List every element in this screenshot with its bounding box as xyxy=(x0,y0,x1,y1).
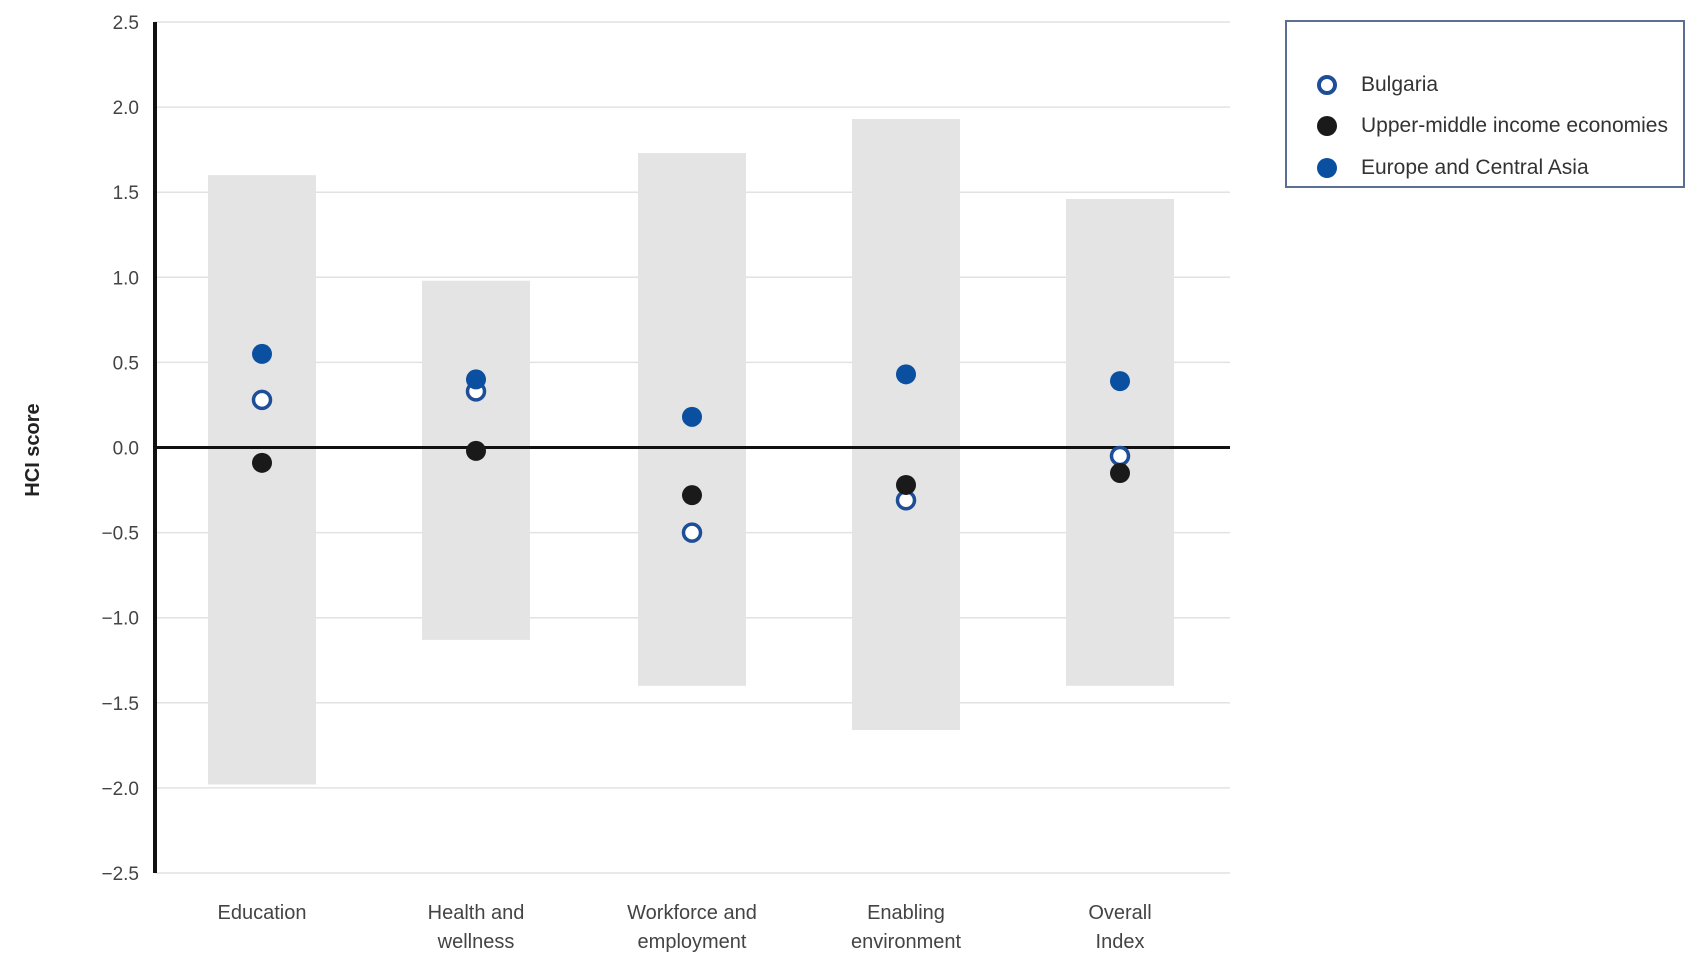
legend-item-upper-middle-income: Upper-middle income economies xyxy=(1317,111,1668,141)
blue-dot-icon xyxy=(1317,158,1337,178)
category-label: environment xyxy=(851,931,962,953)
legend-item-europe-central-asia: Europe and Central Asia xyxy=(1317,153,1589,183)
y-tick-label: −1.5 xyxy=(101,694,139,715)
data-points xyxy=(251,343,1131,543)
upper-middle-point xyxy=(1110,463,1130,484)
y-tick-label: 2.0 xyxy=(113,98,139,119)
legend-label: Bulgaria xyxy=(1361,73,1439,96)
range-bar xyxy=(208,175,316,785)
upper-middle-point xyxy=(682,485,702,506)
y-tick-label: −2.0 xyxy=(101,779,139,800)
category-label: wellness xyxy=(437,931,515,953)
axes xyxy=(153,22,1230,873)
category-label: Education xyxy=(218,902,307,924)
legend-item-bulgaria: Bulgaria xyxy=(1317,70,1438,100)
y-tick-label: −0.5 xyxy=(101,524,139,545)
upper-middle-point xyxy=(466,440,486,461)
range-bars xyxy=(208,119,1174,785)
bulgaria-point xyxy=(251,389,273,411)
eca-point xyxy=(252,343,272,364)
y-tick-label: −2.5 xyxy=(101,864,139,885)
category-label: Health and xyxy=(428,902,525,924)
eca-point xyxy=(896,364,916,385)
black-dot-icon xyxy=(1317,116,1337,136)
y-tick-label: 0.5 xyxy=(113,353,139,374)
y-tick-label: 2.5 xyxy=(113,13,139,34)
category-label: Workforce and xyxy=(627,902,757,924)
upper-middle-point xyxy=(896,474,916,495)
y-tick-label: 0.0 xyxy=(113,439,139,460)
legend-label: Upper-middle income economies xyxy=(1361,114,1668,137)
range-bar xyxy=(852,119,960,731)
category-label: Enabling xyxy=(867,902,945,924)
legend-label: Europe and Central Asia xyxy=(1361,156,1589,179)
y-axis-title: HCI score xyxy=(22,403,44,496)
y-tick-labels: 2.5 2.0 1.5 1.0 0.5 0.0 −0.5 −1.0 −1.5 −2.0 −2.5 xyxy=(101,13,139,885)
range-bar xyxy=(1066,199,1174,686)
category-labels: Education Health and wellness Workforce and… xyxy=(218,902,1152,953)
y-tick-label: −1.0 xyxy=(101,609,139,630)
eca-point xyxy=(466,369,486,390)
hollow-circle-icon xyxy=(1317,75,1337,95)
y-tick-label: 1.0 xyxy=(113,268,139,289)
eca-point xyxy=(1110,371,1130,392)
category-label: Overall xyxy=(1088,902,1151,924)
upper-middle-point xyxy=(252,452,272,473)
category-label: Index xyxy=(1096,931,1145,953)
category-label: employment xyxy=(638,931,747,953)
eca-point xyxy=(682,406,702,427)
legend: Bulgaria Upper-middle income economies E… xyxy=(1285,20,1685,188)
bulgaria-point xyxy=(1109,445,1131,467)
bulgaria-point xyxy=(681,522,703,543)
y-tick-label: 1.5 xyxy=(113,183,139,204)
